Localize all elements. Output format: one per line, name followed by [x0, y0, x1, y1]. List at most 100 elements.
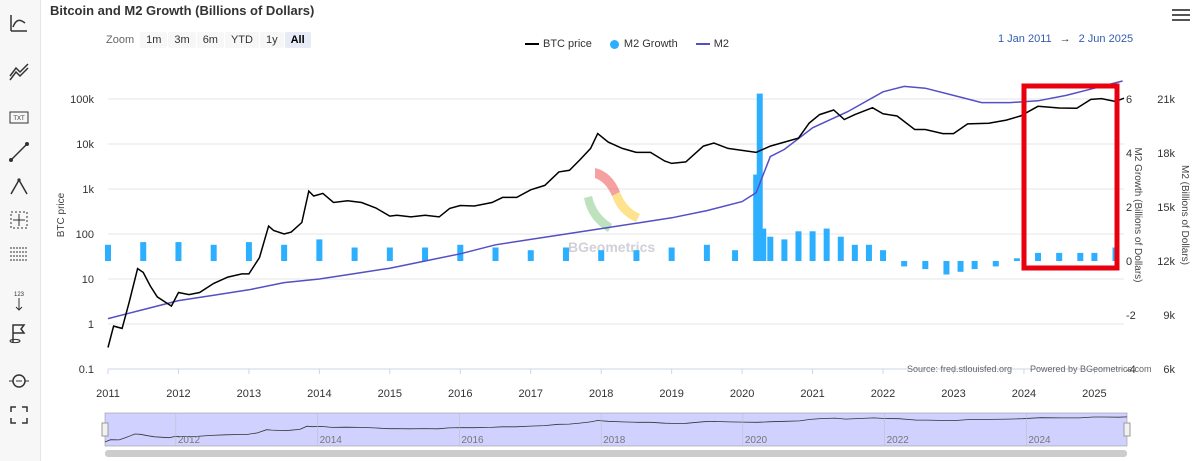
x-axis-tick-label: 2013 — [237, 388, 261, 400]
date-from-input[interactable]: 1 Jan 2011 — [998, 33, 1052, 45]
x-axis-tick-label: 2024 — [1012, 388, 1036, 400]
legend-m2-growth[interactable]: M2 Growth — [609, 38, 678, 50]
m2-line — [107, 80, 1123, 320]
m2-growth-bar — [562, 247, 569, 261]
m2-growth-bar — [492, 247, 499, 261]
x-axis-tick-label: 2011 — [96, 388, 120, 400]
svg-text:123: 123 — [14, 292, 25, 298]
navigator-tick-label: 2024 — [1028, 435, 1051, 446]
zoom-3m-button[interactable]: 3m — [168, 32, 196, 48]
fullscreen-icon[interactable] — [4, 400, 34, 430]
m2-growth-bar — [837, 236, 844, 261]
m2-growth-bar — [527, 250, 534, 261]
m2-growth-bar — [901, 261, 908, 267]
m2-growth-bar — [865, 244, 872, 261]
navigator-tick-label: 2016 — [461, 435, 484, 446]
zoom-1y-button[interactable]: 1y — [259, 32, 284, 48]
date-range-selector: 1 Jan 2011 → 2 Jun 2025 — [998, 33, 1133, 45]
x-axis-tick-label: 2019 — [659, 388, 683, 400]
m2-growth-bar — [281, 244, 288, 261]
source-credit: Source: fred.stlouisfed.org — [907, 364, 1012, 374]
indicators-icon[interactable] — [4, 8, 34, 38]
m2-growth-bar — [823, 228, 830, 261]
x-axis-tick-label: 2014 — [307, 388, 331, 400]
m2-growth-bar — [1077, 252, 1084, 261]
m2-growth-bar — [316, 239, 323, 261]
watermark-logo — [595, 168, 620, 196]
comparison-icon[interactable] — [4, 56, 34, 86]
m2-growth-bar — [668, 247, 675, 261]
watermark-logo — [612, 192, 640, 222]
m2-growth-axis-tick: 0 — [1126, 256, 1132, 268]
btc-price-line — [107, 97, 1125, 348]
text-annotation-icon[interactable]: TXT — [4, 103, 34, 133]
legend-m2[interactable]: M2 — [695, 38, 729, 50]
navigator-tick-label: 2020 — [745, 435, 768, 446]
watermark: BGeometrics — [568, 168, 655, 255]
btc-axis-tick: 100k — [70, 94, 94, 106]
m2-growth-bar — [245, 242, 252, 261]
zoom-6m-button[interactable]: 6m — [196, 32, 224, 48]
m2-axis-tick: 6k — [1163, 364, 1175, 376]
flag-icon[interactable] — [4, 318, 34, 348]
crosshair-icon[interactable] — [4, 205, 34, 235]
x-axis-tick-label: 2021 — [800, 388, 824, 400]
navigator-handle[interactable] — [1123, 422, 1131, 437]
line-drawing-icon[interactable] — [4, 137, 34, 167]
m2-growth-dot-swatch — [609, 39, 619, 49]
m2-growth-bar — [781, 239, 788, 261]
navigator-series — [104, 416, 1128, 443]
zoom-label: Zoom — [106, 34, 135, 46]
navigator-tick-label: 2012 — [178, 435, 201, 446]
x-axis-tick-label: 2012 — [166, 388, 190, 400]
m2-growth-bar — [943, 261, 950, 275]
vertical-counter-icon[interactable]: 123 — [4, 286, 34, 316]
m2-growth-axis-tick: -4 — [1126, 364, 1136, 376]
m2-growth-bar — [992, 261, 999, 267]
m2-growth-bar — [809, 231, 816, 261]
drawing-toolbar: TXT 123 — [0, 0, 41, 461]
btc-axis-tick: 1k — [82, 184, 94, 196]
m2-growth-bar — [422, 247, 429, 261]
m2-growth-bar — [105, 244, 111, 261]
menu-icon[interactable] — [1172, 6, 1190, 22]
zoom-1m-button[interactable]: 1m — [140, 32, 168, 48]
x-axis-tick-label: 2015 — [378, 388, 402, 400]
m2-growth-bar — [1056, 252, 1063, 261]
btc-line-swatch — [525, 43, 539, 45]
svg-text:TXT: TXT — [13, 116, 25, 122]
m2-growth-bar — [851, 244, 858, 261]
x-axis-tick-label: 2023 — [941, 388, 965, 400]
zoom-all-button[interactable]: All — [284, 32, 311, 48]
m2-axis-tick: 9k — [1163, 310, 1175, 322]
navigator-handle[interactable] — [101, 422, 109, 437]
btc-axis-tick: 0.1 — [79, 364, 94, 376]
legend-label: BTC price — [543, 38, 592, 50]
date-to-input[interactable]: 2 Jun 2025 — [1078, 33, 1134, 45]
chart-legend: BTC price M2 Growth M2 — [525, 38, 747, 50]
navigator-tick-label: 2022 — [887, 435, 910, 446]
zoom-ytd-button[interactable]: YTD — [224, 32, 259, 48]
table-icon[interactable] — [4, 239, 34, 269]
btc-axis-tick: 100 — [76, 229, 94, 241]
zoom-icon[interactable] — [4, 366, 34, 396]
m2-growth-axis-tick: 4 — [1126, 148, 1132, 160]
scrollbar[interactable] — [105, 450, 1127, 457]
x-axis-tick-label: 2018 — [589, 388, 613, 400]
m2-growth-bar — [1091, 252, 1098, 261]
legend-btc-price[interactable]: BTC price — [525, 38, 592, 50]
x-axis-tick-label: 2022 — [871, 388, 895, 400]
x-axis-tick-label: 2016 — [448, 388, 472, 400]
m2-growth-axis-tick: 2 — [1126, 202, 1132, 214]
m2-growth-bar — [140, 242, 147, 261]
m2-growth-bar — [633, 250, 640, 261]
legend-label: M2 Growth — [623, 38, 678, 50]
m2-growth-bar — [732, 250, 739, 261]
m2-growth-bar — [880, 250, 887, 261]
highlight-box — [1021, 83, 1120, 271]
measure-icon[interactable] — [4, 171, 34, 201]
m2-growth-bar — [175, 242, 182, 261]
m2-axis-tick: 12k — [1157, 256, 1175, 268]
m2-growth-bar — [1035, 252, 1042, 261]
